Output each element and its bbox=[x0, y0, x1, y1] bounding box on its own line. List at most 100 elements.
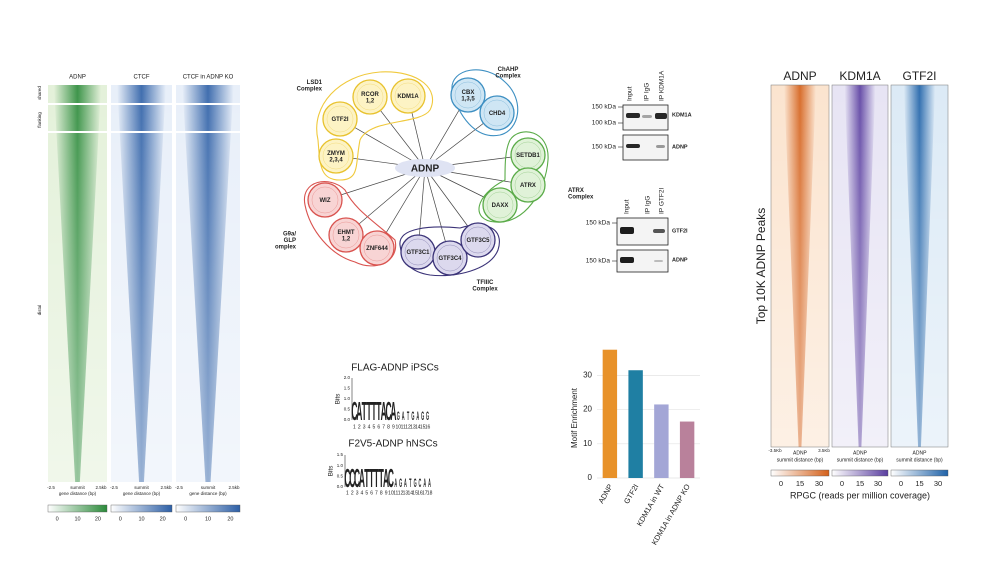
colorbar-tick-label: 20 bbox=[160, 516, 166, 522]
position-label: 8 bbox=[380, 490, 383, 496]
colorbar-tick-label: 30 bbox=[874, 479, 882, 488]
text-line: GTF3C1 bbox=[406, 250, 430, 256]
colorbar bbox=[110, 504, 173, 513]
position-label: 4 bbox=[368, 424, 371, 430]
position-label: 16 bbox=[417, 490, 423, 496]
logo-letter: T bbox=[379, 465, 384, 493]
protein-node-ring bbox=[483, 99, 511, 127]
target-label: ADNP bbox=[672, 144, 688, 150]
section-gap bbox=[176, 131, 240, 133]
y-tick-label: 1.5 bbox=[344, 386, 351, 391]
position-label: 1 bbox=[353, 424, 356, 430]
complex-label: G9a/GLP omplex bbox=[275, 232, 297, 251]
bar bbox=[679, 421, 695, 478]
position-label: 12 bbox=[398, 490, 404, 496]
complex-outline bbox=[304, 181, 397, 267]
colorbar-tick-label: 0 bbox=[184, 516, 187, 522]
logo-letter: T bbox=[371, 398, 376, 426]
x-tick-label: -2.5 bbox=[110, 485, 118, 490]
text-line: G9a/ bbox=[283, 232, 296, 238]
position-label: 6 bbox=[370, 490, 373, 496]
column-title: GTF2I bbox=[902, 69, 936, 83]
text-line: GTF3C5 bbox=[466, 238, 490, 244]
x-axis-title: summit distance (bp) bbox=[896, 457, 943, 463]
text-line: CBX bbox=[462, 90, 475, 96]
lane-label: Input bbox=[627, 86, 634, 101]
logo-letter: T bbox=[374, 465, 379, 493]
complex-outline bbox=[316, 71, 434, 181]
protein-label: DAXX bbox=[492, 203, 509, 209]
position-label: 14 bbox=[407, 490, 413, 496]
marker-label: 150 kDa bbox=[592, 144, 617, 151]
position-label: 8 bbox=[387, 424, 390, 430]
protein-label: CHD4 bbox=[489, 111, 506, 117]
x-tick-label: ADNP bbox=[596, 483, 614, 506]
colorbar-title: RPGC (reads per million coverage) bbox=[790, 490, 930, 500]
protein-node-ring bbox=[363, 234, 391, 262]
y-tick-label: 0.0 bbox=[344, 417, 351, 422]
text-line: omplex bbox=[275, 245, 297, 251]
logo-letter: T bbox=[366, 398, 371, 426]
text-line: RCOR bbox=[361, 92, 379, 98]
x-axis-title: summit distance (bp) bbox=[837, 457, 884, 463]
x-axis-title: gene distance (bp) bbox=[189, 491, 227, 496]
lane-label: IP IgG bbox=[644, 83, 651, 101]
colorbar-tick-label: 0 bbox=[779, 479, 783, 488]
text-line: ATRX bbox=[568, 188, 584, 194]
colorbar-tick-label: 15 bbox=[856, 479, 864, 488]
y-axis-title: Motif Enrichment bbox=[570, 387, 579, 448]
protein-node bbox=[322, 101, 358, 137]
logo-letter: C bbox=[354, 465, 360, 493]
protein-node bbox=[482, 187, 518, 223]
text-line: WIZ bbox=[320, 198, 331, 204]
complex-label: ChAHP Complex bbox=[495, 67, 521, 80]
protein-node-ring bbox=[464, 226, 492, 254]
lane-label: IP IgG bbox=[645, 196, 652, 214]
heatmap-fade bbox=[111, 85, 172, 482]
band bbox=[656, 145, 665, 148]
logo-letter: C bbox=[388, 465, 394, 493]
center-node bbox=[395, 159, 455, 177]
logo-letter: T bbox=[407, 409, 410, 422]
center-label: ADNP bbox=[411, 164, 440, 175]
logo-letter: G bbox=[397, 409, 400, 422]
protein-node bbox=[318, 138, 354, 174]
position-label: 14 bbox=[415, 424, 421, 430]
protein-label: ZNF644 bbox=[366, 246, 388, 252]
logo-letter: C bbox=[344, 465, 350, 493]
logo-letter: G bbox=[426, 409, 429, 422]
protein-node bbox=[307, 182, 343, 218]
y-tick-label: 2.0 bbox=[344, 375, 351, 380]
logo-letter: G bbox=[421, 409, 424, 422]
marker-label: 150 kDa bbox=[586, 220, 611, 227]
colorbar bbox=[770, 469, 830, 477]
band bbox=[626, 113, 640, 118]
position-label: 6 bbox=[377, 424, 380, 430]
text-line: ZNF644 bbox=[366, 246, 388, 252]
x-tick-label: -2.5 bbox=[175, 485, 183, 490]
protein-node-ring bbox=[404, 238, 432, 266]
colorbar-tick-label: 0 bbox=[840, 479, 844, 488]
logo-letter: T bbox=[369, 465, 374, 493]
x-tick-label: -3.5Kb bbox=[768, 448, 782, 453]
y-tick-label: 1.0 bbox=[337, 463, 344, 468]
colorbar-tick-label: 0 bbox=[899, 479, 903, 488]
heatmap-fade bbox=[832, 85, 888, 447]
text-line: LSD1 bbox=[307, 80, 323, 86]
complex-label: LSD1 Complex bbox=[297, 80, 323, 93]
section-gap bbox=[48, 103, 107, 105]
logo-letter: T bbox=[376, 398, 381, 426]
colorbar-tick-label: 20 bbox=[95, 516, 101, 522]
heatmap-fade bbox=[771, 85, 829, 447]
logo-letter: G bbox=[411, 409, 414, 422]
colorbar-tick-label: 10 bbox=[74, 516, 80, 522]
logo-letter: A bbox=[423, 476, 426, 489]
x-tick-label: summit bbox=[70, 485, 85, 490]
logo-letter: A bbox=[390, 398, 396, 426]
protein-node-ring bbox=[486, 191, 514, 219]
column-title: KDM1A bbox=[839, 69, 880, 83]
y-tick-label: 0.5 bbox=[337, 474, 344, 479]
protein-label: RCOR 1,2 bbox=[361, 92, 379, 105]
colorbar-tick-label: 0 bbox=[56, 516, 59, 522]
